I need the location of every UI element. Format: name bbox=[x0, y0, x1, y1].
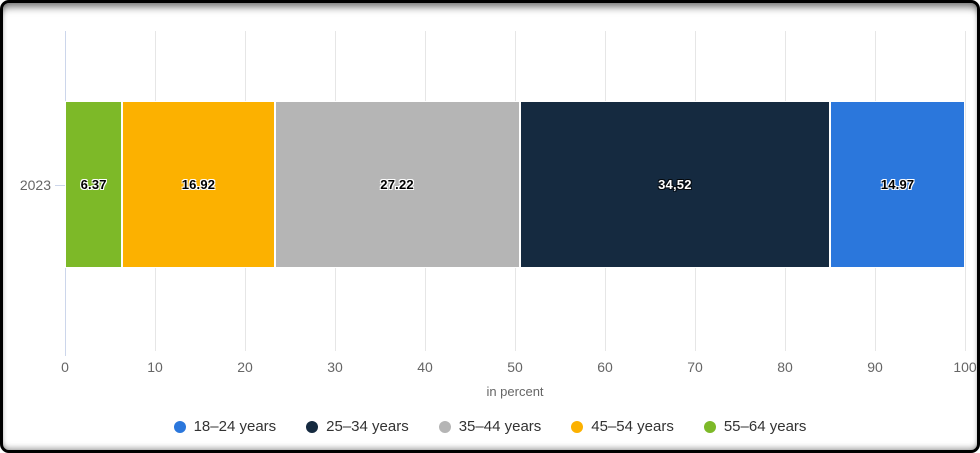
data-label: 16.92 bbox=[181, 177, 216, 192]
legend-marker-icon bbox=[306, 420, 319, 433]
stacked-bar: 6.37 16.92 27.22 34,52 14.97 bbox=[65, 101, 965, 268]
legend-label: 35–44 years bbox=[458, 418, 542, 435]
data-label: 34,52 bbox=[658, 177, 692, 192]
bar-segment-55–64-years[interactable]: 6.37 bbox=[65, 101, 123, 268]
x-tick-label: 90 bbox=[867, 359, 883, 375]
x-axis-title: in percent bbox=[486, 384, 544, 399]
x-tick-label: 70 bbox=[687, 359, 703, 375]
legend-marker-icon bbox=[571, 420, 584, 433]
legend-label: 25–34 years bbox=[326, 418, 409, 435]
legend-item-45–54-years[interactable]: 45–54 years bbox=[571, 418, 674, 435]
legend-marker-icon bbox=[703, 420, 716, 433]
x-tick-label: 80 bbox=[777, 359, 793, 375]
data-label: 6.37 bbox=[80, 177, 107, 192]
legend: 18–24 years 25–34 years 35–44 years 45–54 y… bbox=[3, 418, 977, 435]
x-tick-label: 20 bbox=[237, 359, 253, 375]
legend-item-25–34-years[interactable]: 25–34 years bbox=[306, 418, 409, 435]
x-tick-label: 50 bbox=[507, 359, 523, 375]
legend-item-18–24-years[interactable]: 18–24 years bbox=[173, 418, 277, 435]
bar-segment-35–44-years[interactable]: 27.22 bbox=[274, 101, 520, 268]
legend-label: 55–64 years bbox=[723, 418, 807, 435]
x-tick-label: 100 bbox=[953, 359, 977, 375]
data-label: 14.97 bbox=[880, 177, 915, 192]
legend-label: 45–54 years bbox=[591, 418, 674, 435]
bar-segment-25–34-years[interactable]: 34,52 bbox=[519, 101, 831, 268]
legend-label: 18–24 years bbox=[193, 418, 277, 435]
bar-segment-45–54-years[interactable]: 16.92 bbox=[122, 101, 275, 268]
legend-item-35–44-years[interactable]: 35–44 years bbox=[438, 418, 542, 435]
x-tick-label: 0 bbox=[61, 359, 69, 375]
bar-segment-18–24-years[interactable]: 14.97 bbox=[830, 101, 965, 268]
legend-item-55–64-years[interactable]: 55–64 years bbox=[703, 418, 807, 435]
gridline bbox=[965, 31, 966, 351]
legend-marker-icon bbox=[173, 420, 186, 433]
data-label: 27.22 bbox=[380, 177, 414, 192]
x-tick-label: 10 bbox=[147, 359, 163, 375]
y-axis-tick-mark bbox=[55, 185, 65, 186]
legend-marker-icon bbox=[438, 420, 451, 433]
x-tick-label: 30 bbox=[327, 359, 343, 375]
x-tick-label: 60 bbox=[597, 359, 613, 375]
x-tick-label: 40 bbox=[417, 359, 433, 375]
y-axis-category-label: 2023 bbox=[19, 177, 51, 193]
